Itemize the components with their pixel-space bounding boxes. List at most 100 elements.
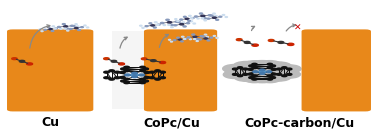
Circle shape: [120, 72, 125, 73]
Circle shape: [234, 73, 259, 81]
Circle shape: [244, 61, 265, 68]
Circle shape: [243, 68, 248, 70]
Circle shape: [140, 70, 145, 72]
FancyBboxPatch shape: [302, 29, 371, 111]
Circle shape: [180, 19, 183, 20]
Circle shape: [276, 73, 282, 75]
Circle shape: [177, 22, 180, 23]
Circle shape: [194, 39, 196, 40]
Circle shape: [166, 19, 169, 20]
Circle shape: [195, 39, 198, 40]
Circle shape: [222, 14, 225, 15]
Circle shape: [121, 80, 126, 82]
Circle shape: [145, 26, 148, 27]
Circle shape: [114, 77, 120, 79]
Circle shape: [267, 78, 273, 80]
Circle shape: [44, 29, 46, 30]
Circle shape: [244, 76, 265, 83]
Circle shape: [210, 37, 213, 38]
Circle shape: [270, 65, 276, 67]
Circle shape: [236, 39, 242, 41]
FancyArrowPatch shape: [120, 37, 127, 48]
Circle shape: [77, 26, 79, 27]
FancyArrowPatch shape: [251, 26, 254, 31]
Circle shape: [204, 20, 206, 21]
Circle shape: [195, 16, 197, 17]
Circle shape: [216, 19, 218, 20]
Circle shape: [54, 28, 56, 29]
Circle shape: [149, 23, 152, 24]
Circle shape: [189, 39, 192, 40]
Circle shape: [19, 60, 25, 62]
Circle shape: [81, 27, 84, 28]
Circle shape: [64, 26, 67, 27]
Circle shape: [26, 63, 33, 65]
Circle shape: [170, 41, 172, 42]
Circle shape: [151, 60, 156, 62]
Circle shape: [269, 65, 299, 76]
Text: Cu: Cu: [41, 116, 59, 129]
Circle shape: [282, 75, 287, 77]
Circle shape: [267, 75, 273, 77]
Circle shape: [132, 72, 137, 74]
Circle shape: [185, 18, 189, 19]
Circle shape: [87, 27, 89, 28]
Circle shape: [271, 73, 276, 75]
Circle shape: [252, 78, 257, 80]
Circle shape: [259, 70, 266, 73]
Circle shape: [155, 70, 160, 72]
Circle shape: [74, 27, 78, 29]
Circle shape: [84, 25, 86, 26]
Circle shape: [279, 71, 301, 78]
Circle shape: [208, 15, 211, 16]
Circle shape: [124, 82, 129, 84]
Circle shape: [120, 77, 125, 78]
Circle shape: [207, 40, 210, 41]
Circle shape: [244, 41, 250, 43]
Circle shape: [170, 24, 173, 25]
Circle shape: [190, 21, 192, 22]
Circle shape: [259, 61, 281, 68]
Circle shape: [267, 63, 273, 65]
Circle shape: [141, 58, 147, 60]
Circle shape: [12, 58, 17, 60]
Circle shape: [271, 68, 276, 70]
Circle shape: [183, 26, 186, 27]
Circle shape: [252, 75, 257, 77]
Circle shape: [144, 72, 149, 73]
Circle shape: [268, 40, 274, 41]
Circle shape: [109, 70, 114, 72]
Circle shape: [60, 28, 62, 29]
Circle shape: [237, 75, 243, 77]
Circle shape: [207, 18, 210, 19]
Circle shape: [212, 17, 216, 18]
Circle shape: [193, 23, 195, 24]
Circle shape: [242, 65, 283, 79]
Circle shape: [151, 25, 155, 26]
Circle shape: [167, 22, 172, 23]
Circle shape: [41, 31, 43, 32]
Circle shape: [267, 67, 273, 68]
Circle shape: [67, 30, 69, 31]
Circle shape: [188, 20, 191, 21]
Circle shape: [168, 24, 170, 25]
Circle shape: [64, 28, 66, 29]
Circle shape: [55, 28, 57, 29]
Circle shape: [163, 25, 166, 26]
Circle shape: [233, 61, 260, 71]
Circle shape: [155, 78, 160, 80]
Circle shape: [219, 16, 222, 17]
Circle shape: [57, 26, 60, 28]
Circle shape: [191, 18, 193, 19]
FancyArrowPatch shape: [286, 24, 296, 31]
FancyBboxPatch shape: [144, 29, 217, 111]
Circle shape: [109, 78, 114, 80]
Circle shape: [266, 73, 291, 81]
Circle shape: [156, 24, 159, 25]
Circle shape: [202, 36, 204, 37]
Circle shape: [187, 37, 190, 38]
Circle shape: [153, 27, 156, 28]
Circle shape: [180, 24, 184, 25]
Circle shape: [47, 27, 50, 28]
Circle shape: [232, 68, 238, 70]
